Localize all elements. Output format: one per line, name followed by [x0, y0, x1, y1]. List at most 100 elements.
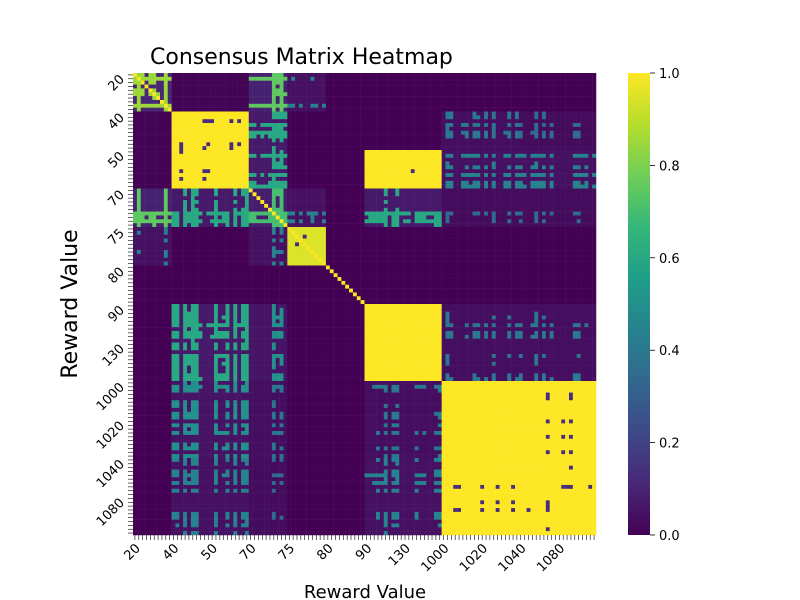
heatmap-cell [283, 123, 288, 128]
heatmap-cell [279, 161, 284, 166]
heatmap-cell [337, 153, 342, 158]
heatmap-cell [279, 203, 284, 208]
heatmap-cell [345, 227, 350, 232]
heatmap-cell [190, 119, 195, 124]
heatmap-cell [140, 138, 145, 143]
heatmap-cell [337, 211, 342, 216]
heatmap-cell [156, 96, 161, 101]
heatmap-cell [418, 80, 423, 85]
heatmap-cell [268, 130, 273, 135]
heatmap-cell [580, 73, 585, 78]
heatmap-cell [453, 211, 458, 216]
heatmap-cell [187, 227, 192, 232]
heatmap-cell [565, 150, 570, 155]
heatmap-cell [410, 146, 415, 151]
heatmap-cell [133, 84, 138, 89]
heatmap-cell [179, 96, 184, 101]
heatmap-cell [568, 99, 574, 105]
heatmap-cell [418, 111, 423, 116]
heatmap-cell [449, 176, 454, 182]
heatmap-cell [588, 219, 593, 224]
heatmap-cell [322, 223, 327, 228]
heatmap-cell [325, 103, 331, 108]
heatmap-cell [302, 126, 307, 131]
heatmap-cell [352, 76, 358, 81]
heatmap-cell [206, 176, 211, 182]
heatmap-cell [283, 196, 288, 201]
heatmap-cell [152, 138, 157, 143]
heatmap-cell [572, 123, 577, 128]
heatmap-cell [379, 223, 385, 228]
heatmap-cell [167, 184, 172, 189]
heatmap-cell [252, 173, 257, 178]
heatmap-cell [329, 80, 334, 85]
heatmap-cell [333, 219, 338, 224]
heatmap-cell [553, 130, 558, 135]
heatmap-cell [449, 153, 454, 158]
heatmap-cell [441, 107, 446, 112]
heatmap-cell [163, 80, 168, 85]
heatmap-cell [295, 192, 300, 197]
heatmap-cell [430, 123, 435, 128]
heatmap-cell [360, 99, 365, 105]
heatmap-cell [152, 211, 157, 216]
heatmap-cell [449, 165, 454, 170]
heatmap-cell [287, 188, 292, 193]
heatmap-cell [287, 165, 292, 170]
heatmap-cell [202, 230, 207, 235]
heatmap-cell [198, 153, 203, 158]
heatmap-cell [190, 103, 195, 108]
heatmap-cell [160, 115, 165, 120]
heatmap-cell [379, 215, 385, 220]
heatmap-cell [565, 73, 570, 78]
heatmap-cell [364, 119, 369, 124]
heatmap-cell [310, 76, 315, 81]
heatmap-cell [530, 157, 535, 162]
heatmap-cell [487, 119, 493, 124]
heatmap-cell [480, 119, 485, 124]
heatmap-cell [287, 119, 292, 124]
heatmap-cell [156, 80, 161, 85]
heatmap-cell [275, 126, 280, 131]
heatmap-cell [484, 146, 489, 151]
heatmap-cell [144, 200, 149, 205]
heatmap-cell [202, 88, 207, 93]
heatmap-cell [298, 215, 304, 220]
heatmap-cell [194, 111, 199, 116]
heatmap-cell [148, 165, 153, 170]
heatmap-cell [568, 107, 574, 112]
heatmap-cell [314, 142, 319, 147]
heatmap-cell [518, 203, 523, 208]
heatmap-cell [360, 180, 365, 185]
heatmap-cell [538, 176, 543, 182]
heatmap-cell [352, 173, 358, 178]
heatmap-cell [244, 227, 249, 232]
heatmap-cell [183, 215, 188, 220]
heatmap-cell [256, 76, 261, 81]
heatmap-cell [283, 142, 288, 147]
heatmap-cell [237, 157, 242, 162]
heatmap-cell [306, 84, 311, 89]
heatmap-cell [414, 188, 419, 193]
heatmap-cell [557, 142, 562, 147]
heatmap-cell [507, 157, 512, 162]
heatmap-cell [360, 92, 365, 97]
heatmap-cell [349, 219, 354, 224]
heatmap-cell [260, 192, 265, 197]
heatmap-cell [445, 165, 450, 170]
heatmap-cell [445, 103, 450, 108]
heatmap-cell [337, 184, 342, 189]
heatmap-cell [225, 115, 230, 120]
heatmap-cell [252, 200, 257, 205]
heatmap-cell [221, 130, 226, 135]
heatmap-cell [430, 215, 435, 220]
heatmap-cell [291, 146, 296, 151]
heatmap-cell [379, 115, 385, 120]
heatmap-cell [430, 173, 435, 178]
heatmap-cell [480, 180, 485, 185]
heatmap-cell [310, 173, 315, 178]
heatmap-cell [507, 176, 512, 182]
heatmap-cell [237, 173, 242, 178]
heatmap-cell [491, 173, 496, 178]
heatmap-cell [360, 88, 365, 93]
